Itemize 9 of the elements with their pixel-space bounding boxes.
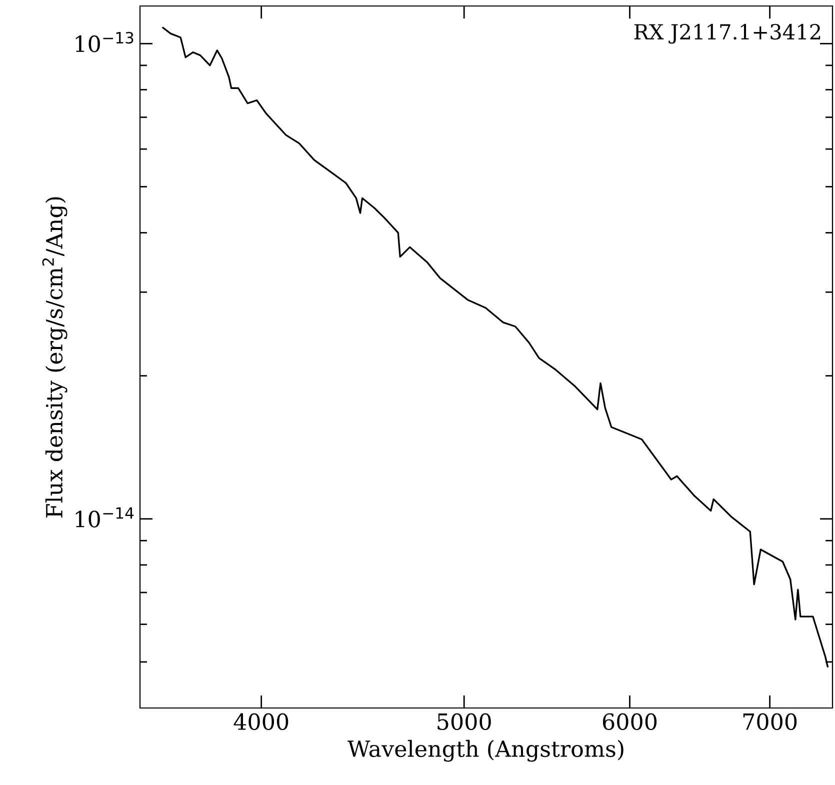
x-tick-label: 5000: [438, 713, 491, 730]
x-axis-title: Wavelength (Angstroms): [348, 740, 624, 762]
y-axis-title: Flux density (erg/s/cm$^{2}$/Ang): [42, 197, 68, 518]
x-tick-label: 6000: [602, 713, 657, 730]
annotation: RX J2117.1+3412: [634, 24, 820, 44]
y-tick-label: 10$^{−13}$: [76, 32, 134, 52]
x-tick-label: 4000: [234, 713, 288, 730]
x-tick-label: 7000: [743, 713, 797, 730]
y-tick-label: 10$^{−14}$: [76, 507, 134, 528]
